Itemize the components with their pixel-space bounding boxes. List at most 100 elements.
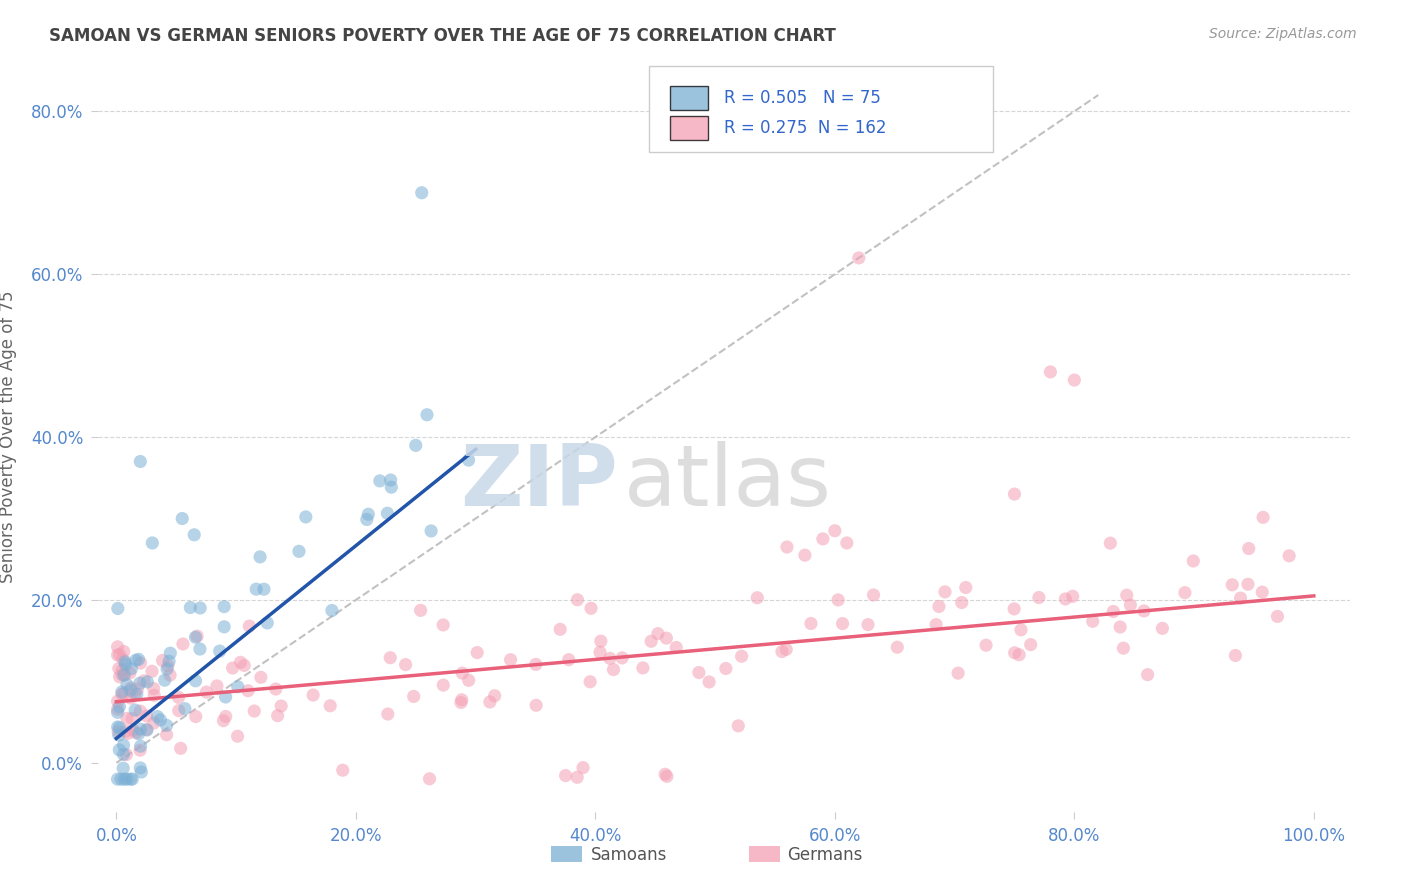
Point <box>120 662 142 676</box>
Point <box>579 601 602 615</box>
Point <box>377 706 399 721</box>
Point <box>112 761 135 775</box>
Point <box>159 668 181 682</box>
Point <box>714 661 737 675</box>
Point <box>368 474 391 488</box>
Point <box>1028 591 1050 605</box>
Point <box>1063 373 1085 387</box>
Point <box>229 655 252 669</box>
FancyBboxPatch shape <box>671 87 707 111</box>
Point <box>1133 604 1156 618</box>
Point <box>524 657 547 672</box>
Point <box>848 251 870 265</box>
Point <box>655 631 678 645</box>
Point <box>295 509 318 524</box>
Point <box>108 648 131 662</box>
Bar <box>551 846 582 862</box>
Point <box>212 714 235 728</box>
Point <box>1008 648 1031 662</box>
Point <box>146 709 169 723</box>
Point <box>107 648 129 662</box>
Point <box>302 688 325 702</box>
Point <box>1225 648 1247 663</box>
Point <box>1237 541 1260 556</box>
Point <box>640 634 662 648</box>
Point <box>215 709 238 723</box>
Text: SAMOAN VS GERMAN SENIORS POVERTY OVER THE AGE OF 75 CORRELATION CHART: SAMOAN VS GERMAN SENIORS POVERTY OVER TH… <box>49 27 837 45</box>
Point <box>418 772 440 786</box>
Point <box>835 536 858 550</box>
Point <box>457 673 479 688</box>
Point <box>226 729 249 743</box>
Point <box>184 673 207 688</box>
Point <box>112 686 135 700</box>
Point <box>264 681 287 696</box>
Point <box>357 508 380 522</box>
Point <box>107 772 129 786</box>
Point <box>110 772 132 786</box>
Point <box>925 617 948 632</box>
Point <box>1115 588 1137 602</box>
Point <box>631 661 654 675</box>
Point <box>1152 621 1174 635</box>
Point <box>499 653 522 667</box>
Point <box>253 582 276 597</box>
Point <box>524 698 547 713</box>
Point <box>321 603 343 617</box>
Point <box>776 540 799 554</box>
Point <box>112 668 135 682</box>
Point <box>831 616 853 631</box>
Text: Source: ZipAtlas.com: Source: ZipAtlas.com <box>1209 27 1357 41</box>
Point <box>125 653 148 667</box>
Text: R = 0.505   N = 75: R = 0.505 N = 75 <box>724 89 882 107</box>
FancyBboxPatch shape <box>650 66 993 153</box>
Point <box>111 667 134 681</box>
Point <box>167 704 190 718</box>
Point <box>250 670 273 684</box>
Point <box>129 739 152 754</box>
Point <box>484 689 506 703</box>
Point <box>1054 591 1077 606</box>
Point <box>156 718 179 732</box>
Point <box>1002 602 1025 616</box>
Point <box>1251 585 1274 599</box>
Point <box>377 506 399 520</box>
Point <box>167 690 190 705</box>
Text: ZIP: ZIP <box>460 441 617 524</box>
Point <box>125 725 148 739</box>
Point <box>156 658 179 673</box>
Point <box>602 663 624 677</box>
Point <box>1174 585 1197 599</box>
Point <box>655 769 678 783</box>
Point <box>111 688 134 702</box>
Point <box>141 536 163 550</box>
Point <box>156 728 179 742</box>
Point <box>688 665 710 680</box>
Point <box>928 599 950 614</box>
Point <box>186 629 208 643</box>
Point <box>129 722 152 736</box>
Point <box>824 524 846 538</box>
Point <box>156 662 179 676</box>
Point <box>1237 577 1260 591</box>
Point <box>107 706 129 720</box>
Point <box>118 665 141 680</box>
Point <box>934 585 956 599</box>
Point <box>205 679 228 693</box>
Point <box>405 438 427 452</box>
Point <box>1267 609 1289 624</box>
Point <box>1220 578 1243 592</box>
Point <box>135 709 157 723</box>
Text: Samoans: Samoans <box>591 846 666 863</box>
Point <box>394 657 416 672</box>
Point <box>450 693 472 707</box>
Point <box>114 667 136 681</box>
Point <box>572 761 595 775</box>
Point <box>955 581 977 595</box>
Point <box>172 511 194 525</box>
Point <box>111 652 134 666</box>
Point <box>142 715 165 730</box>
Point <box>128 676 150 690</box>
Point <box>270 699 292 714</box>
Point <box>380 473 402 487</box>
